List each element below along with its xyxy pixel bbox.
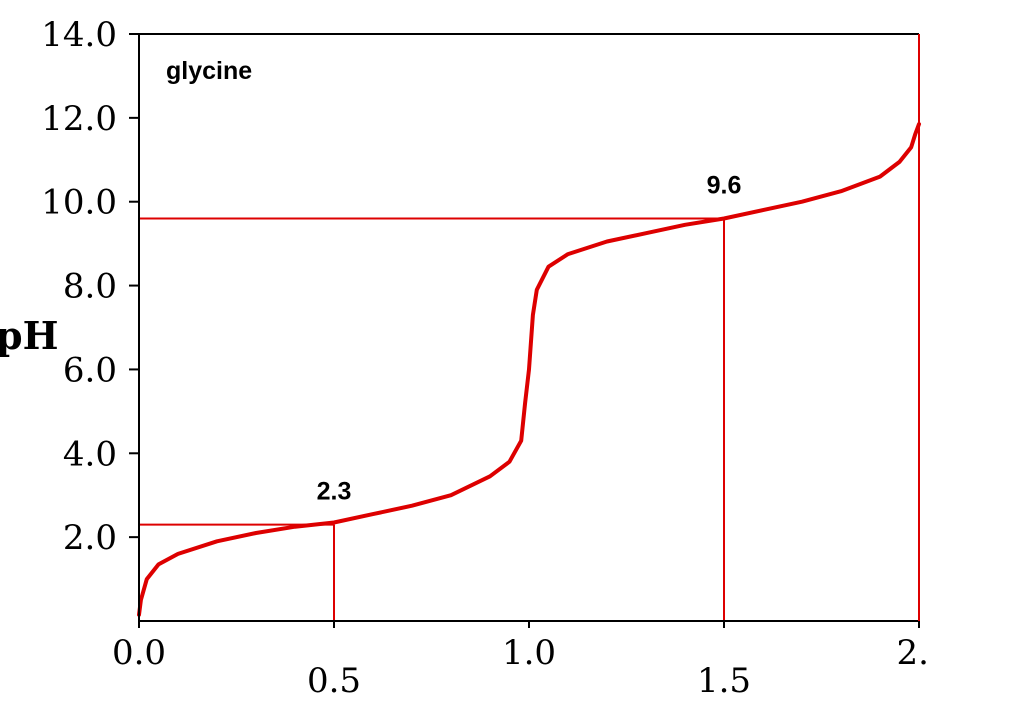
chart-title: glycine <box>166 57 252 85</box>
x-tick-label: 1.5 <box>697 661 751 701</box>
y-axis-ticks: 2.0 4.0 6.0 8.0 10.0 12.0 14.0 <box>41 15 139 558</box>
titration-curve <box>137 122 921 617</box>
reference-label: 2.3 <box>317 478 352 506</box>
x-axis-ticks: 0.0 0.5 1.0 1.5 2. <box>112 621 929 701</box>
y-tick-label: 12.0 <box>41 99 117 139</box>
y-tick-label: 6.0 <box>63 350 117 390</box>
y-tick-label: 2.0 <box>63 518 117 558</box>
x-tick-label: 2. <box>897 633 929 673</box>
y-tick-label: 4.0 <box>63 434 117 474</box>
x-tick-label: 0.0 <box>112 633 166 673</box>
y-tick-label: 14.0 <box>41 15 117 55</box>
x-tick-label: 0.5 <box>307 661 361 701</box>
y-tick-label: 10.0 <box>41 183 117 223</box>
reference-lines <box>139 217 725 621</box>
reference-label: 9.6 <box>707 171 742 199</box>
y-axis-label: pH <box>0 313 58 358</box>
annotations: 2.3 9.6 <box>317 171 742 505</box>
y-tick-label: 8.0 <box>63 267 117 307</box>
x-tick-label: 1.0 <box>502 633 556 673</box>
